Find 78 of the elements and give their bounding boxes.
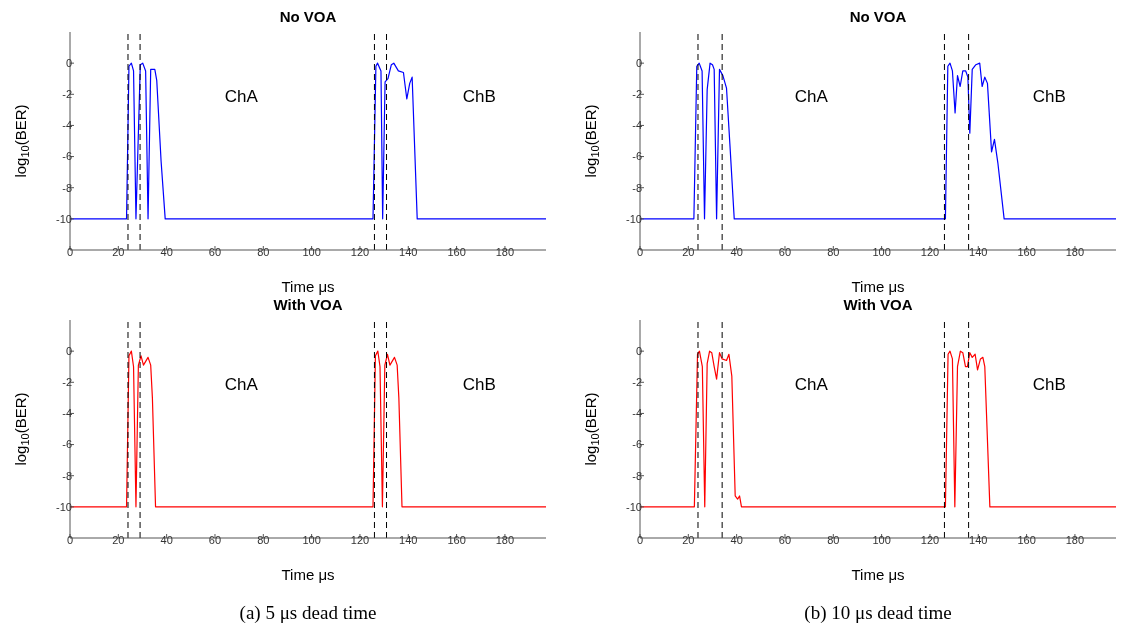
x-axis-title: Time μs (281, 566, 335, 583)
x-tick-label: 180 (495, 533, 515, 546)
x-tick-label: 160 (447, 533, 466, 546)
x-tick-label: 20 (682, 533, 695, 546)
text: (b) 10 μs dead time (803, 602, 953, 624)
x-tick-label: 180 (1065, 533, 1085, 546)
chart-title: No VOA (278, 8, 338, 27)
y-tick-label: -8 (632, 469, 642, 482)
x-tick-label: 160 (447, 245, 466, 258)
x-tick-label: 160 (1017, 533, 1036, 546)
x-tick-label: 140 (969, 245, 988, 258)
x-axis-title: Time μs (281, 278, 335, 295)
y-tick-label: -10 (56, 500, 72, 513)
x-tick-label: 140 (969, 533, 988, 546)
annotation: ChA (794, 375, 828, 396)
x-tick-label: 140 (399, 245, 418, 258)
x-tick-label: 60 (778, 245, 792, 258)
y-tick-label: -6 (632, 438, 642, 451)
x-tick-label: 20 (112, 533, 125, 546)
x-tick-label: 140 (399, 533, 418, 546)
x-tick-label: 80 (257, 533, 270, 546)
x-tick-label: 120 (350, 245, 370, 258)
y-tick-label: -8 (62, 181, 72, 194)
chart-title: No VOA (848, 8, 908, 27)
annotation: ChA (794, 87, 828, 108)
annotation: ChA (224, 375, 258, 396)
x-tick-label: 100 (302, 533, 321, 546)
annotation: ChA (224, 87, 258, 108)
x-tick-label: 60 (778, 533, 792, 546)
x-tick-label: 120 (350, 533, 370, 546)
y-tick-label: -6 (62, 150, 72, 163)
x-tick-label: 160 (1017, 245, 1036, 258)
y-tick-label: -8 (62, 469, 72, 482)
chart-title: With VOA (842, 296, 914, 315)
x-axis-title: Time μs (851, 566, 905, 583)
y-tick-label: -6 (632, 150, 642, 163)
x-tick-label: 60 (208, 245, 222, 258)
x-tick-label: 100 (302, 245, 321, 258)
x-tick-label: 40 (160, 533, 173, 546)
y-tick-label: 0 (635, 57, 642, 70)
annotation: ChB (1032, 375, 1066, 396)
x-tick-label: 120 (920, 245, 940, 258)
chart-title: With VOA (272, 296, 344, 315)
x-tick-label: 80 (257, 245, 270, 258)
x-tick-label: 180 (495, 245, 515, 258)
y-tick-label: -10 (626, 500, 642, 513)
y-tick-label: -2 (632, 376, 642, 389)
x-tick-label: 40 (730, 533, 743, 546)
x-tick-label: 80 (827, 245, 840, 258)
x-tick-label: 120 (920, 533, 940, 546)
y-tick-label: -4 (632, 407, 642, 420)
annotation: ChB (462, 375, 496, 396)
x-tick-label: 40 (160, 245, 173, 258)
y-tick-label: -4 (62, 407, 72, 420)
x-tick-label: 180 (1065, 245, 1085, 258)
text: (a) 5 μs dead time (238, 602, 378, 624)
y-tick-label: 0 (65, 57, 72, 70)
annotation: ChB (462, 87, 496, 108)
x-tick-label: 40 (730, 245, 743, 258)
y-tick-label: -2 (62, 376, 72, 389)
y-tick-label: -2 (632, 88, 642, 101)
annotation: ChB (1032, 87, 1066, 108)
x-tick-label: 80 (827, 533, 840, 546)
y-tick-label: 0 (65, 345, 72, 358)
y-tick-label: 0 (635, 345, 642, 358)
x-tick-label: 100 (872, 533, 891, 546)
x-tick-label: 100 (872, 245, 891, 258)
y-tick-label: -10 (626, 212, 642, 225)
y-tick-label: -2 (62, 88, 72, 101)
y-tick-label: -4 (62, 119, 72, 132)
y-tick-label: -10 (56, 212, 72, 225)
x-tick-label: 20 (112, 245, 125, 258)
y-tick-label: -6 (62, 438, 72, 451)
y-tick-label: -4 (632, 119, 642, 132)
x-tick-label: 20 (682, 245, 695, 258)
x-axis-title: Time μs (851, 278, 905, 295)
y-tick-label: -8 (632, 181, 642, 194)
x-tick-label: 60 (208, 533, 222, 546)
